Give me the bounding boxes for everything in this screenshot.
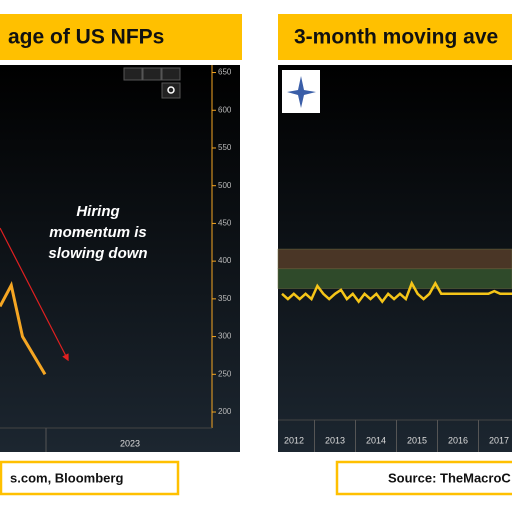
x-tick-label: 2014 xyxy=(366,435,386,445)
y-tick-label: 500 xyxy=(218,181,232,190)
x-tick-label: 2015 xyxy=(407,435,427,445)
source: Source: TheMacroC xyxy=(388,470,511,485)
data-line xyxy=(0,280,47,376)
source-box xyxy=(335,460,512,496)
source-box xyxy=(0,460,180,496)
y-tick-label: 250 xyxy=(218,369,232,378)
band xyxy=(277,268,512,289)
y-tick-label: 350 xyxy=(218,294,232,303)
x-tick-label: 2012 xyxy=(284,435,304,445)
x-tick-label: 2017 xyxy=(489,435,509,445)
toolbar xyxy=(123,67,181,99)
tool-button[interactable] xyxy=(123,67,143,81)
y-tick-label: 300 xyxy=(218,332,232,341)
y-tick-label: 550 xyxy=(218,143,232,152)
chart-area xyxy=(0,65,240,452)
title-banner xyxy=(278,14,512,60)
y-tick-label: 450 xyxy=(218,219,232,228)
data-line xyxy=(281,280,512,304)
band xyxy=(277,248,512,270)
title-banner xyxy=(0,14,242,60)
tool-button[interactable] xyxy=(161,82,181,99)
x-tick-label: 2016 xyxy=(448,435,468,445)
annotation: momentum is xyxy=(49,224,147,241)
y-tick-label: 400 xyxy=(218,256,232,265)
tool-icon xyxy=(167,86,175,94)
y-tick-label: 650 xyxy=(218,68,232,77)
annotation: Hiring xyxy=(76,203,119,220)
x-tick-label: 2013 xyxy=(325,435,345,445)
panel-title: age of US NFPs xyxy=(8,26,164,49)
source: s.com, Bloomberg xyxy=(10,470,123,485)
logo-icon xyxy=(287,76,316,108)
tool-button[interactable] xyxy=(161,67,181,81)
annotation: slowing down xyxy=(48,245,147,262)
x-label: 2023 xyxy=(120,438,140,448)
arrow xyxy=(0,227,69,362)
y-tick-label: 200 xyxy=(218,407,232,416)
tool-button[interactable] xyxy=(142,67,162,81)
y-tick-label: 600 xyxy=(218,105,232,114)
panel-title: 3-month moving ave xyxy=(294,26,498,49)
